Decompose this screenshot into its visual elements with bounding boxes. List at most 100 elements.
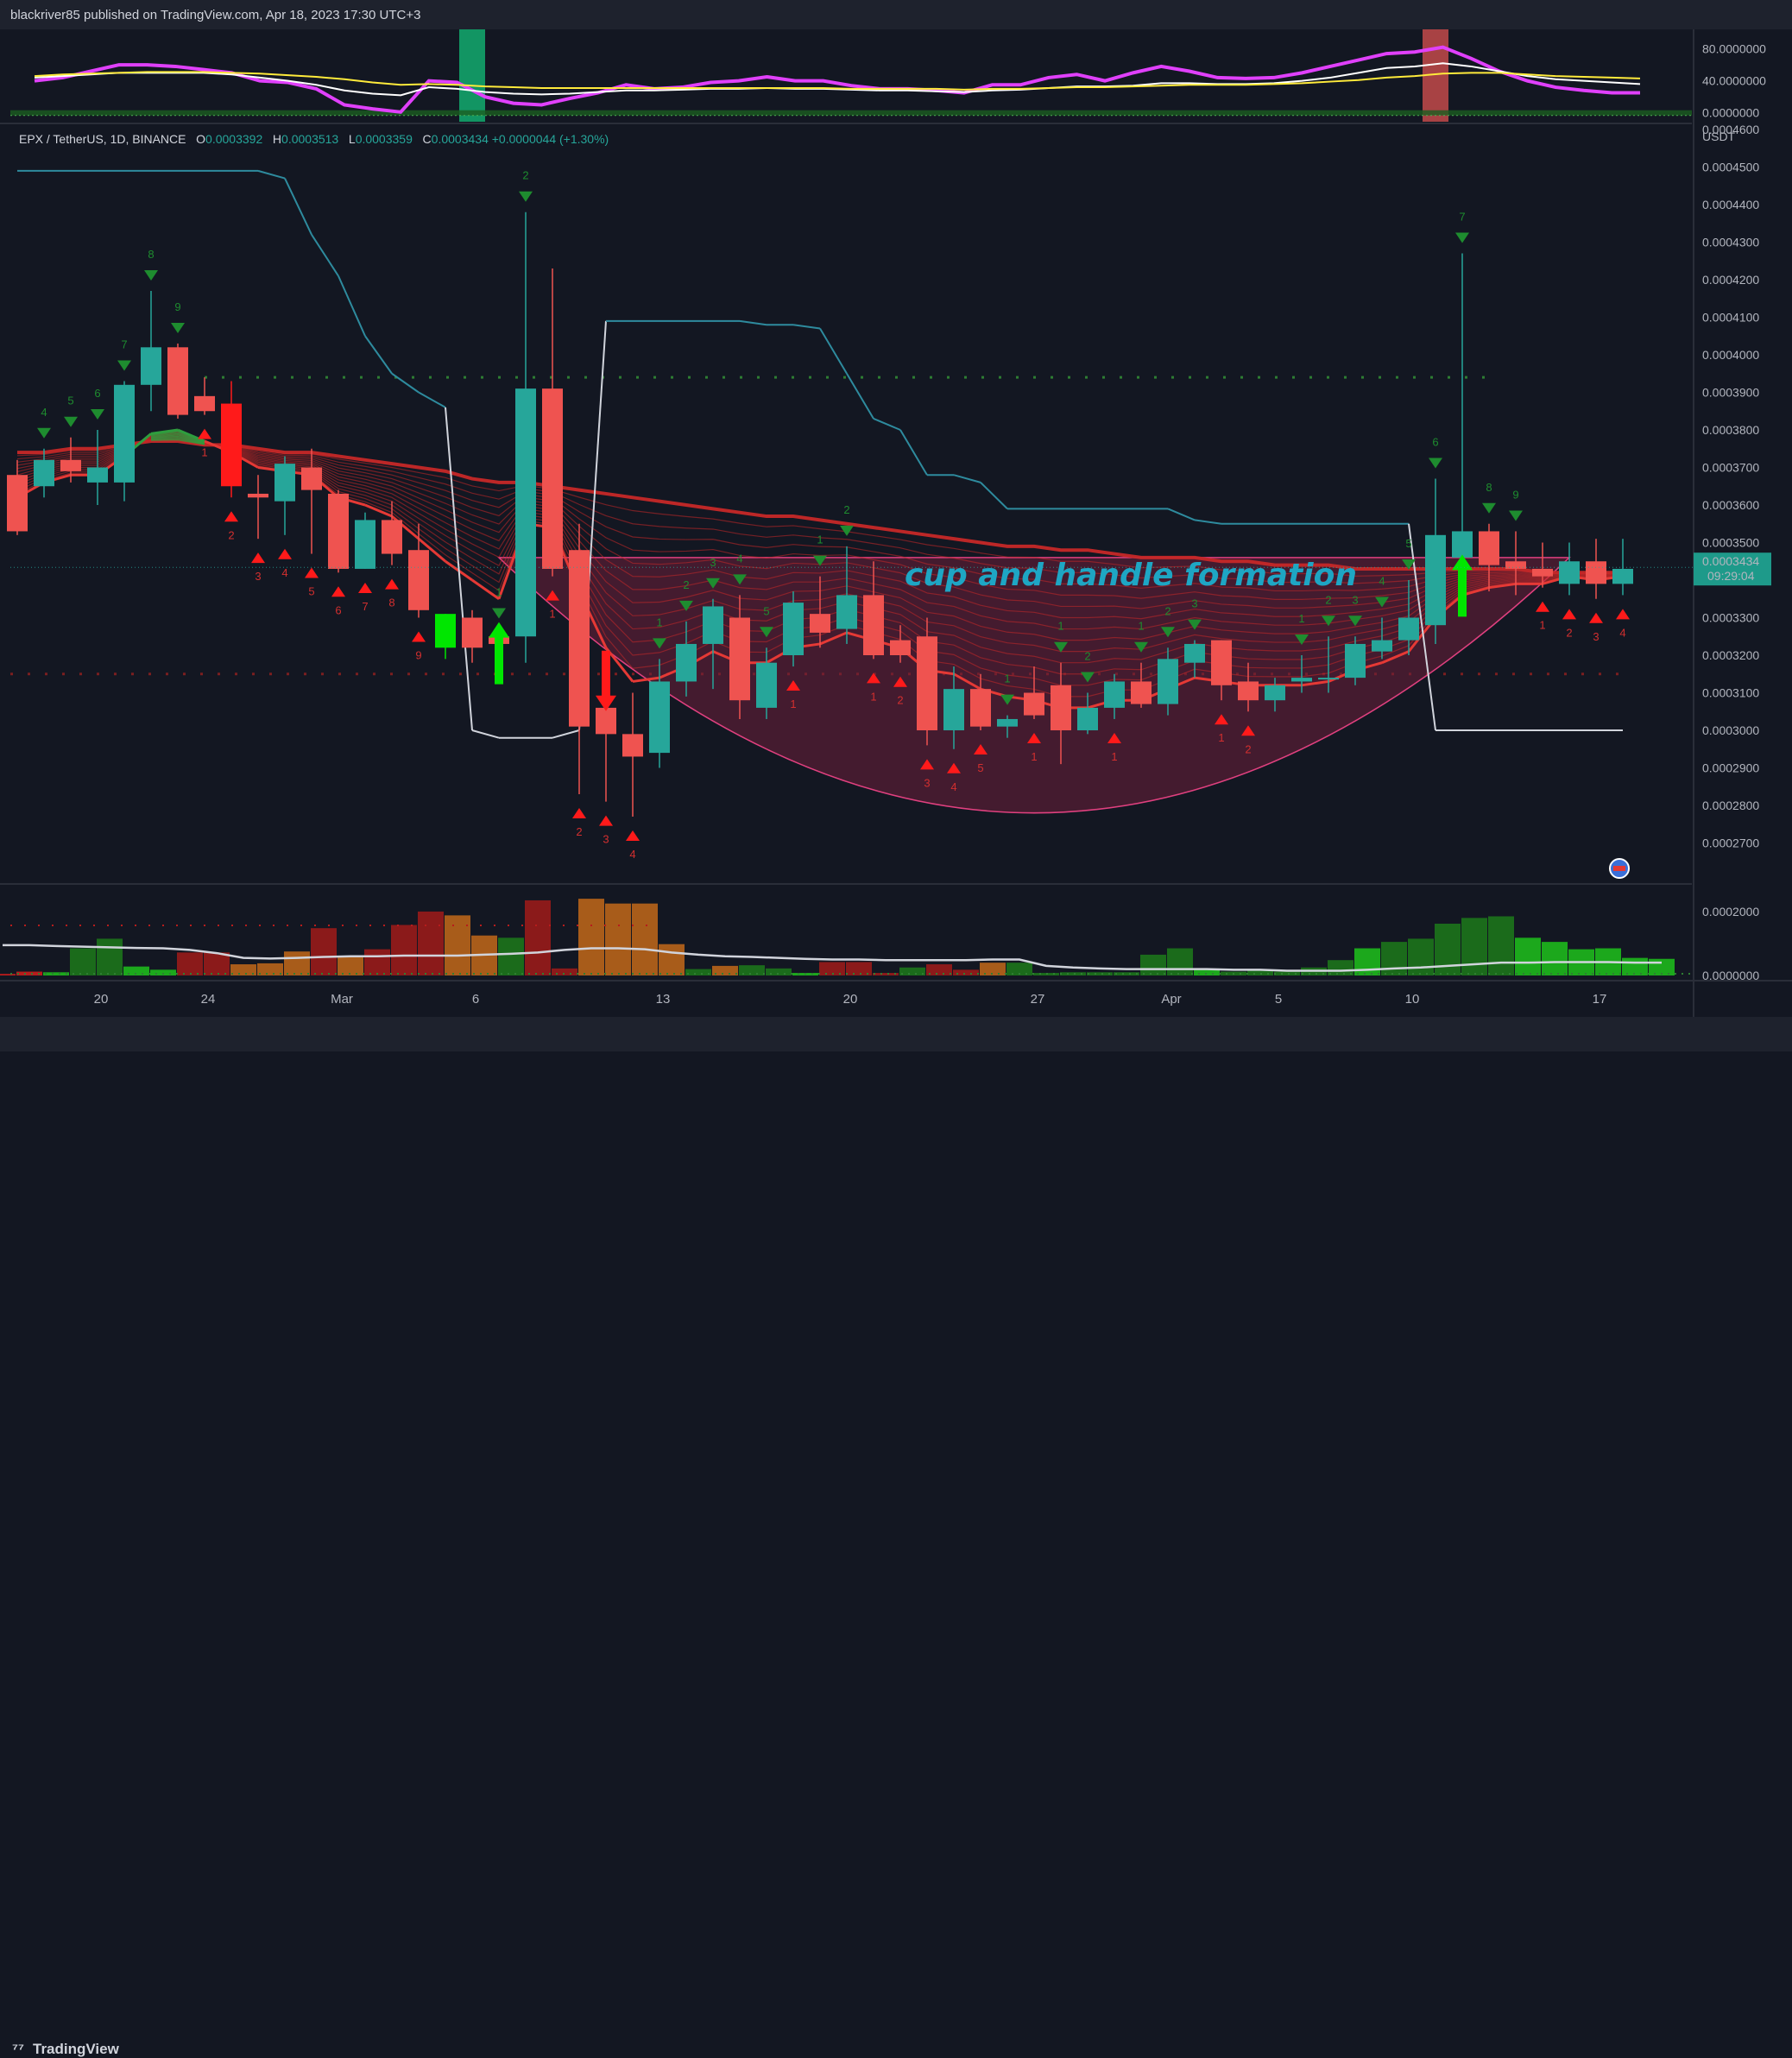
- candle-body: [328, 493, 349, 569]
- sell-signal-triangle: [37, 427, 51, 439]
- sell-signal-triangle: [1161, 627, 1175, 638]
- candle-body: [194, 395, 215, 412]
- buy-signal-triangle: [331, 586, 345, 597]
- price-tick-label: 0.0004600: [1702, 123, 1759, 136]
- oscillator-tick-label: 0.0000000: [1702, 106, 1759, 120]
- price-tick-label: 0.0003600: [1702, 498, 1759, 512]
- date-tick-label: 13: [656, 992, 671, 1007]
- sell-signal-count: 5: [1405, 537, 1411, 550]
- candle-body: [649, 681, 670, 754]
- volume-bar: [980, 963, 1006, 975]
- price-tick-label: 0.0002700: [1702, 836, 1759, 850]
- date-tick-label: 5: [1275, 992, 1282, 1007]
- sell-signal-count: 2: [522, 169, 528, 182]
- tradingview-brand[interactable]: ⁷⁷ TradingView: [12, 2041, 119, 2058]
- volume-bar: [16, 971, 42, 975]
- sell-signal-triangle: [171, 322, 185, 333]
- candle-body: [703, 606, 723, 644]
- bar-countdown-label: 09:29:04: [1707, 569, 1755, 583]
- symbol-title[interactable]: EPX / TetherUS, 1D, BINANCE: [19, 132, 186, 146]
- fast-ma-segment: [819, 631, 848, 646]
- buy-signal-count: 2: [1566, 626, 1572, 639]
- open-value: 0.0003392: [205, 132, 263, 146]
- sell-signal-count: 1: [817, 533, 823, 546]
- volume-bar: [230, 964, 256, 975]
- volume-ma-line: [3, 944, 1662, 972]
- candle-body: [221, 403, 242, 487]
- sell-signal-triangle: [492, 608, 506, 619]
- volume-tick-label: 0.0002000: [1702, 905, 1759, 919]
- buy-signal-count: 1: [549, 608, 555, 621]
- volume-bar: [97, 938, 123, 975]
- volume-bar: [150, 969, 176, 975]
- sell-signal-count: 2: [683, 578, 689, 591]
- sell-signal-triangle: [1429, 458, 1442, 469]
- buy-signal-count: 3: [603, 833, 609, 846]
- volume-bar: [364, 949, 390, 975]
- sell-signal-count: 8: [148, 248, 154, 261]
- price-axis-unit: USDT: [1702, 129, 1736, 143]
- sell-signal-count: 2: [843, 503, 849, 516]
- buy-signal-count: 1: [1031, 750, 1037, 763]
- sell-signal-triangle: [1509, 510, 1523, 521]
- change-value: +0.0000044 (+1.30%): [491, 132, 609, 146]
- fast-ma-segment: [1381, 650, 1410, 665]
- buy-signal-triangle: [412, 631, 426, 642]
- buy-signal-count: 1: [870, 690, 876, 703]
- volume-bar: [1194, 969, 1220, 975]
- buy-signal-triangle: [974, 744, 987, 754]
- price-tick-label: 0.0003100: [1702, 686, 1759, 700]
- candle-body: [1238, 681, 1259, 701]
- fast-ma-segment: [1488, 582, 1517, 590]
- volume-bar: [1167, 948, 1193, 975]
- chart-canvas[interactable]: 80.000000040.00000000.00000000.00046000.…: [0, 0, 1792, 1051]
- sell-signal-count: 4: [41, 406, 47, 419]
- candle-body: [622, 734, 643, 757]
- volume-bar: [1274, 971, 1300, 975]
- volume-bar: [391, 925, 417, 975]
- trailing-stop-segment: [338, 275, 366, 337]
- volume-bar: [418, 911, 444, 975]
- volume-bar: [70, 948, 96, 975]
- trailing-stop-segment: [873, 418, 901, 431]
- trailing-stop-segment: [1408, 523, 1436, 731]
- sell-signal-triangle: [733, 574, 747, 585]
- buy-signal-triangle: [546, 590, 559, 601]
- buy-signal-triangle: [358, 582, 372, 593]
- sell-signal-count: 1: [656, 616, 662, 628]
- candle-body: [1452, 531, 1473, 558]
- sell-signal-triangle: [91, 409, 104, 420]
- close-label: C: [422, 132, 432, 146]
- volume-bar: [498, 937, 524, 975]
- volume-bar: [685, 969, 711, 975]
- date-tick-label: 27: [1031, 992, 1045, 1007]
- ema-ribbon-green-line: [150, 432, 205, 444]
- buy-signal-count: 3: [924, 776, 930, 789]
- candle-body: [569, 550, 590, 727]
- buy-signal-triangle: [1616, 609, 1630, 620]
- volume-bar: [1114, 972, 1139, 975]
- trailing-stop-segment: [899, 429, 928, 476]
- candle-body: [1372, 640, 1392, 652]
- candle-body: [1051, 685, 1071, 730]
- fast-ma-segment: [604, 647, 634, 683]
- candle-body: [917, 636, 937, 730]
- publisher-text: blackriver85 published on TradingView.co…: [10, 8, 421, 22]
- sell-signal-count: 2: [1325, 593, 1331, 606]
- sell-signal-triangle: [1054, 641, 1068, 653]
- trailing-stop-segment: [792, 324, 821, 330]
- trailing-stop-segment: [846, 373, 874, 420]
- buy-signal-count: 4: [629, 848, 635, 861]
- trailing-stop-segment: [739, 319, 767, 326]
- candle-body: [1265, 685, 1285, 701]
- buy-signal-count: 4: [1619, 626, 1625, 639]
- volume-bar: [899, 967, 925, 975]
- sell-signal-triangle: [706, 578, 720, 589]
- price-tick-label: 0.0002800: [1702, 799, 1759, 812]
- buy-signal-count: 2: [897, 694, 903, 707]
- candle-body: [1158, 659, 1178, 704]
- buy-signal-count: 3: [255, 570, 261, 583]
- sell-signal-count: 7: [1459, 211, 1465, 224]
- oscillator-baseline: [10, 110, 1692, 116]
- candle-body: [355, 520, 375, 569]
